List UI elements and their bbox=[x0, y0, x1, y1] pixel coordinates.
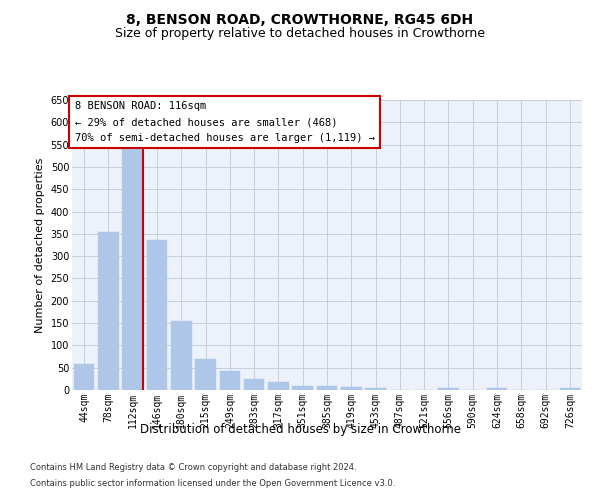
Text: Contains public sector information licensed under the Open Government Licence v3: Contains public sector information licen… bbox=[30, 478, 395, 488]
Y-axis label: Number of detached properties: Number of detached properties bbox=[35, 158, 45, 332]
Text: 8, BENSON ROAD, CROWTHORNE, RG45 6DH: 8, BENSON ROAD, CROWTHORNE, RG45 6DH bbox=[127, 12, 473, 26]
Bar bbox=[146, 240, 167, 390]
Bar bbox=[122, 149, 143, 390]
Bar bbox=[195, 359, 216, 390]
Bar bbox=[98, 232, 119, 390]
Bar bbox=[268, 382, 289, 390]
Bar bbox=[438, 388, 459, 390]
Bar bbox=[487, 388, 508, 390]
Bar bbox=[341, 387, 362, 390]
Bar bbox=[244, 380, 265, 390]
Bar bbox=[292, 386, 313, 390]
Bar bbox=[171, 321, 191, 390]
Text: Size of property relative to detached houses in Crowthorne: Size of property relative to detached ho… bbox=[115, 28, 485, 40]
Bar bbox=[560, 388, 580, 390]
Text: 8 BENSON ROAD: 116sqm
← 29% of detached houses are smaller (468)
70% of semi-det: 8 BENSON ROAD: 116sqm ← 29% of detached … bbox=[74, 102, 374, 142]
Text: Contains HM Land Registry data © Crown copyright and database right 2024.: Contains HM Land Registry data © Crown c… bbox=[30, 464, 356, 472]
Bar bbox=[220, 371, 240, 390]
Text: Distribution of detached houses by size in Crowthorne: Distribution of detached houses by size … bbox=[139, 422, 461, 436]
Bar bbox=[365, 388, 386, 390]
Bar bbox=[317, 386, 337, 390]
Bar bbox=[74, 364, 94, 390]
